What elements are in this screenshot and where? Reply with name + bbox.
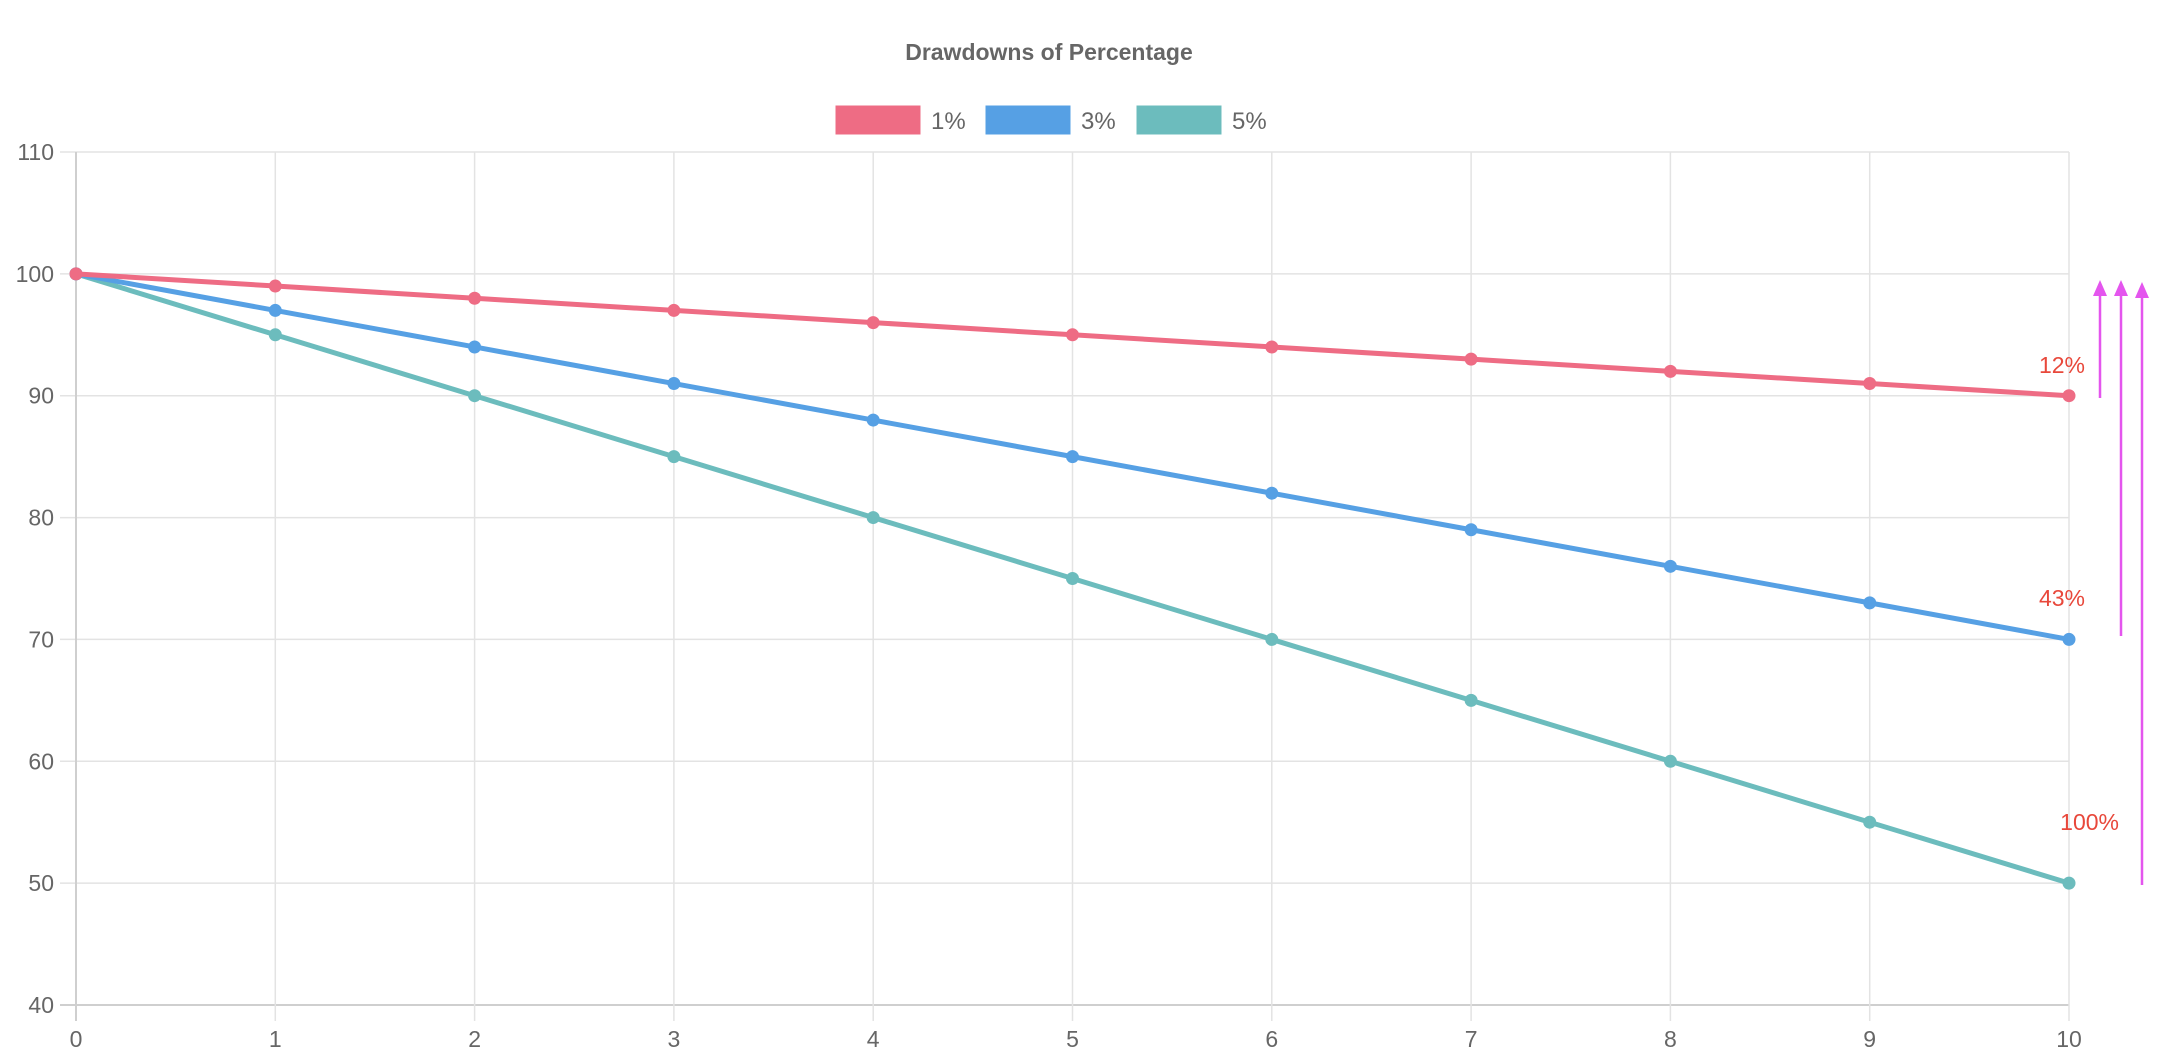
data-point — [1066, 572, 1079, 585]
data-point — [1863, 815, 1877, 829]
data-point — [667, 377, 681, 391]
y-tick-label: 80 — [28, 505, 54, 531]
legend-swatch — [834, 104, 922, 136]
arrow-up-icon — [2114, 280, 2128, 296]
data-point — [268, 303, 282, 317]
data-point — [468, 291, 482, 305]
data-point — [468, 389, 482, 403]
data-point — [667, 450, 681, 464]
legend-label: 3% — [1081, 108, 1116, 135]
data-point — [1464, 693, 1478, 707]
data-point — [1663, 754, 1677, 768]
legend-label: 5% — [1232, 108, 1267, 135]
x-tick-label: 6 — [1265, 1026, 1278, 1052]
data-point — [1663, 559, 1677, 573]
y-tick-label: 110 — [17, 139, 54, 165]
x-axis: 0 1 2 3 4 5 6 7 8 9 10 — [70, 1026, 2082, 1052]
series-lines — [69, 267, 2076, 890]
annotation-label: 43% — [2039, 585, 2085, 611]
y-tick-label: 100 — [16, 261, 54, 287]
x-tick-label: 1 — [269, 1026, 282, 1052]
x-tick-label: 7 — [1465, 1026, 1478, 1052]
y-tick-label: 40 — [28, 992, 54, 1018]
data-point — [1863, 377, 1877, 391]
legend-label: 1% — [931, 108, 966, 135]
arrow-up-icon — [2093, 280, 2107, 296]
chart-title: Drawdowns of Percentage — [905, 39, 1193, 65]
annotation-label: 12% — [2039, 352, 2085, 378]
data-point — [1265, 632, 1279, 646]
data-point — [1265, 340, 1279, 354]
x-tick-label: 10 — [2056, 1026, 2082, 1052]
x-tick-label: 9 — [1863, 1026, 1876, 1052]
data-point — [2062, 389, 2076, 403]
x-tick-label: 2 — [468, 1026, 481, 1052]
data-point — [268, 279, 282, 293]
data-point — [1066, 328, 1079, 342]
data-point — [1464, 523, 1478, 537]
y-axis: 40 50 60 70 80 90 100 110 — [16, 139, 54, 1018]
annotations: 12% 43% 100% — [2039, 280, 2149, 885]
data-point — [2062, 632, 2076, 646]
legend: 1% 3% 5% — [834, 104, 1267, 136]
data-point — [268, 328, 282, 342]
legend-swatch — [1135, 104, 1223, 136]
data-point — [866, 511, 880, 525]
data-point — [1066, 450, 1079, 464]
legend-swatch — [984, 104, 1072, 136]
data-point — [1464, 352, 1478, 366]
y-tick-label: 50 — [28, 870, 54, 896]
x-tick-label: 8 — [1664, 1026, 1677, 1052]
data-point — [468, 340, 482, 354]
x-tick-label: 3 — [668, 1026, 681, 1052]
x-tick-label: 0 — [70, 1026, 83, 1052]
data-point — [1663, 364, 1677, 378]
x-tick-label: 5 — [1066, 1026, 1079, 1052]
data-point — [1265, 486, 1279, 500]
annotation-label: 100% — [2060, 809, 2119, 835]
data-point — [667, 303, 681, 317]
data-point — [2062, 876, 2076, 890]
y-tick-label: 60 — [28, 748, 54, 774]
arrow-up-icon — [2135, 282, 2149, 298]
y-tick-label: 90 — [28, 383, 54, 409]
data-point — [866, 413, 880, 427]
data-point — [69, 267, 83, 281]
data-point — [866, 316, 880, 330]
y-tick-label: 70 — [28, 626, 54, 652]
data-point — [1863, 596, 1877, 610]
x-tick-label: 4 — [867, 1026, 880, 1052]
